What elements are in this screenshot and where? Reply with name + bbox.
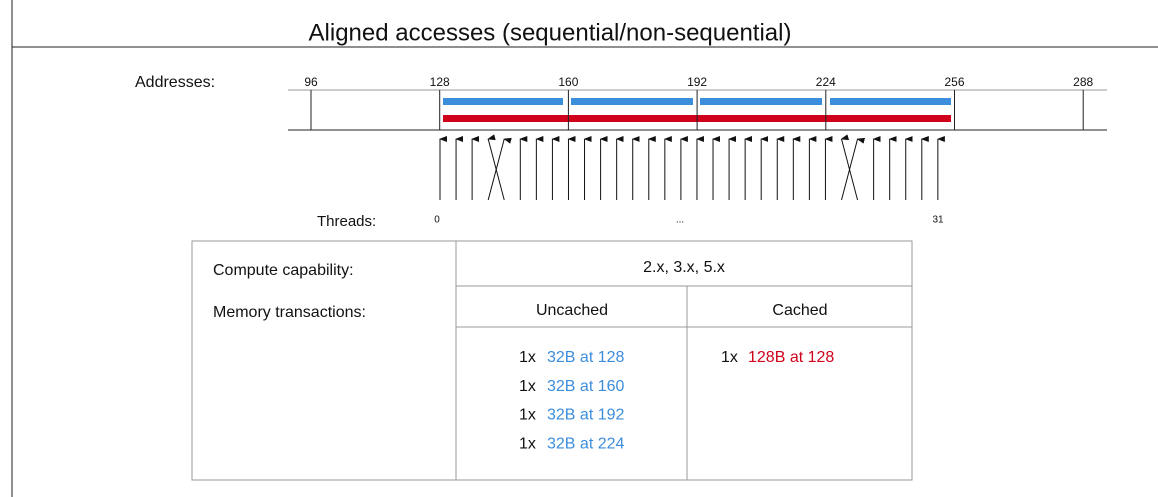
segment-bar bbox=[700, 98, 822, 105]
transaction-text: 32B at 128 bbox=[547, 349, 625, 366]
transaction-count: 1x bbox=[721, 349, 738, 366]
thread-arrows bbox=[439, 134, 945, 201]
address-tick-label: 192 bbox=[687, 75, 707, 89]
address-tick-label: 256 bbox=[944, 75, 964, 89]
table-frame bbox=[191, 240, 913, 481]
address-tick-label: 160 bbox=[558, 75, 578, 89]
transaction-text: 32B at 192 bbox=[547, 407, 625, 424]
threads-label: Threads: bbox=[317, 213, 376, 230]
transaction-count: 1x bbox=[519, 407, 536, 424]
transaction-text: 32B at 224 bbox=[547, 435, 625, 452]
thread-first: 0 bbox=[434, 215, 440, 226]
segment-bar bbox=[571, 98, 693, 105]
transaction-count: 1x bbox=[519, 349, 536, 366]
address-tick-label: 224 bbox=[816, 75, 836, 89]
segment-bar bbox=[443, 98, 563, 105]
thread-arrow bbox=[487, 134, 505, 201]
address-tick-label: 288 bbox=[1073, 75, 1093, 89]
capability-label: Compute capability: bbox=[213, 262, 354, 279]
thread-middle: ... bbox=[676, 215, 684, 226]
segment-bar bbox=[830, 98, 951, 105]
thread-last: 31 bbox=[932, 215, 944, 226]
addresses-label: Addresses: bbox=[135, 74, 215, 91]
transaction-text: 32B at 160 bbox=[547, 378, 625, 395]
address-tick-label: 96 bbox=[304, 75, 318, 89]
thread-arrow bbox=[840, 134, 859, 201]
address-tick-label: 128 bbox=[430, 75, 450, 89]
transaction-count: 1x bbox=[519, 378, 536, 395]
transaction-text: 128B at 128 bbox=[748, 349, 834, 366]
title: Aligned accesses (sequential/non-sequent… bbox=[309, 19, 792, 46]
transaction-count: 1x bbox=[519, 435, 536, 452]
uncached-header: Uncached bbox=[536, 302, 608, 319]
cached-header: Cached bbox=[772, 302, 827, 319]
capability: 2.x, 3.x, 5.x bbox=[643, 259, 725, 276]
transactions-label: Memory transactions: bbox=[213, 304, 366, 321]
